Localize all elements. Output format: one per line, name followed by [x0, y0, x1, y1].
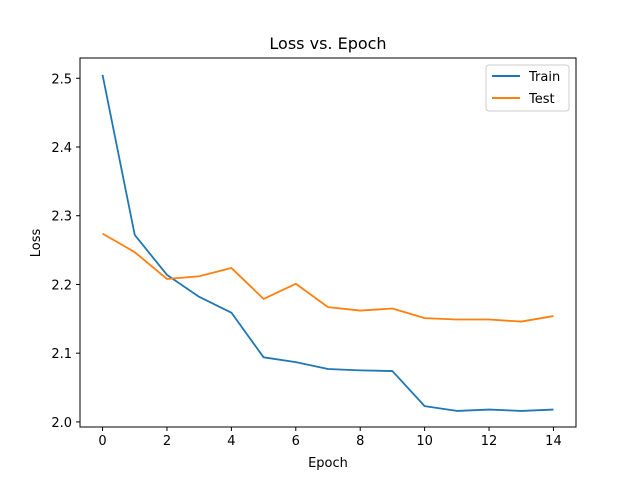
- y-tick-label-1: 2.1: [51, 347, 72, 362]
- x-tick-label-14: 14: [545, 434, 562, 449]
- y-tick-label-2: 2.2: [51, 278, 72, 293]
- x-tick-label-2: 2: [163, 434, 171, 449]
- x-tick-label-6: 6: [292, 434, 300, 449]
- x-tick-label-4: 4: [227, 434, 235, 449]
- y-tick-label-3: 2.3: [51, 210, 72, 225]
- x-axis-ticks: 0 2 4 6 8 10 12 14: [98, 427, 562, 449]
- legend-label-train: Train: [528, 70, 560, 85]
- chart-title: Loss vs. Epoch: [269, 34, 386, 53]
- y-tick-label-4: 2.4: [51, 141, 72, 156]
- x-tick-label-10: 10: [416, 434, 433, 449]
- x-tick-label-0: 0: [98, 434, 106, 449]
- legend: Train Test: [485, 64, 570, 112]
- x-axis-label: Epoch: [308, 456, 348, 471]
- series-line-train: [101, 74, 554, 412]
- y-axis-label: Loss: [29, 229, 44, 258]
- plot-area-frame: [79, 57, 577, 428]
- x-tick-label-12: 12: [481, 434, 498, 449]
- chart-marks: [101, 74, 554, 412]
- y-axis-ticks: 2.0 2.1 2.2 2.3 2.4 2.5: [51, 72, 80, 431]
- legend-label-test: Test: [528, 92, 555, 107]
- x-tick-label-8: 8: [356, 434, 364, 449]
- y-tick-label-0: 2.0: [51, 416, 72, 431]
- y-tick-label-5: 2.5: [51, 72, 72, 87]
